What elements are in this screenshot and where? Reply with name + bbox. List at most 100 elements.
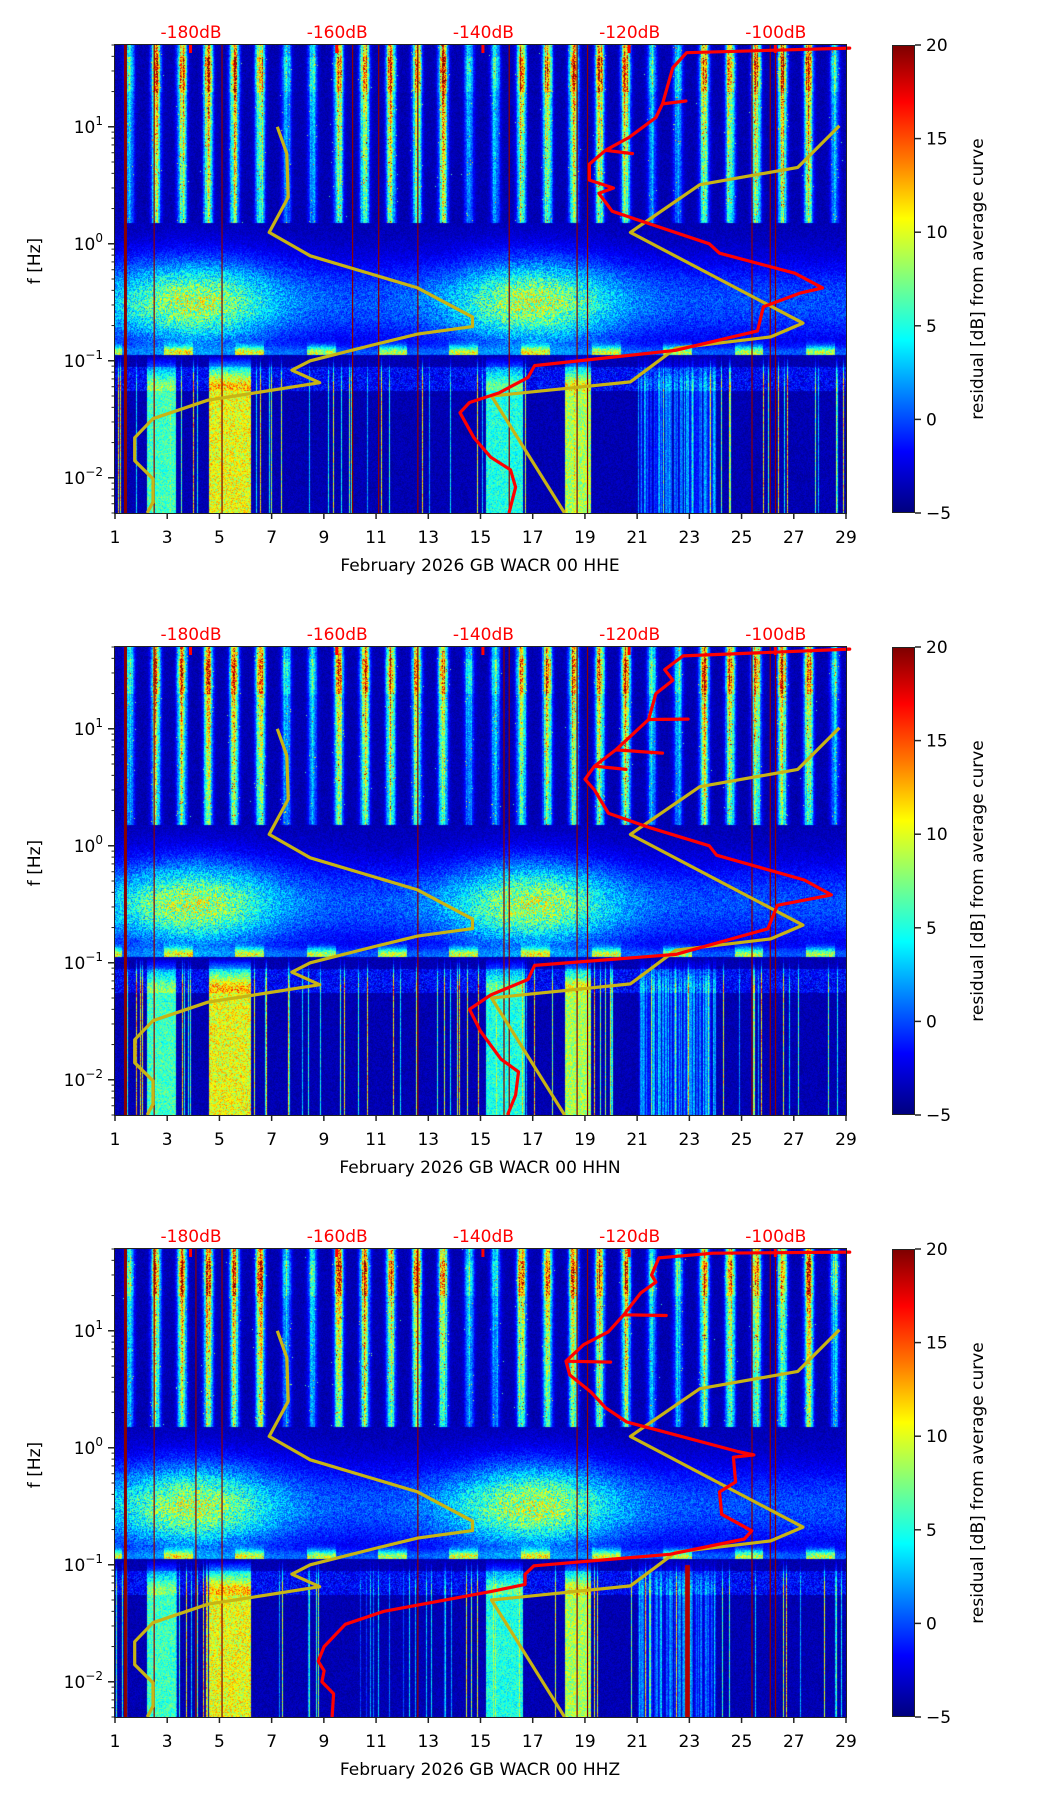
y-tick-label: 101: [74, 716, 103, 740]
db-tick-label: -100dB: [745, 625, 806, 645]
db-tick-mark: [627, 1249, 631, 1257]
axes-ticks: 1 3 5 7 9 11 13 15 17 19 21 23 25 27 2910110010−110−2-…: [64, 625, 951, 1150]
x-tick-label: 17: [522, 528, 544, 548]
y-tick-base: 10: [74, 1439, 96, 1459]
x-tick-label: 7: [266, 1732, 277, 1752]
colorbar-tick-label: 15: [926, 130, 948, 150]
x-axis-label: February 2026 GB WACR 00 HHE: [340, 556, 620, 576]
colorbar-tick-label: 15: [926, 1334, 948, 1354]
colorbar-tick-label: 20: [926, 36, 948, 56]
colorbar-label: residual [dB] from average curve: [968, 740, 988, 1022]
y-tick-base: 10: [74, 1322, 96, 1342]
y-tick-exponent: 1: [95, 1318, 103, 1332]
spectrogram-panel-2: 1 3 5 7 9 11 13 15 17 19 21 23 25 27 29 101 100 10−1 10−2-…: [0, 602, 1052, 1204]
x-tick-label: 15: [470, 1130, 492, 1150]
db-tick-mark: [335, 647, 339, 655]
colorbar-label: residual [dB] from average curve: [968, 1342, 988, 1624]
axes-ticks: 1 3 5 7 9 11 13 15 17 19 21 23 25 27 2910110010−110−2-…: [64, 1227, 951, 1752]
colorbar-tick-label: 0: [926, 1614, 937, 1634]
colorbar-tick-label: −5: [926, 504, 951, 524]
y-tick-base: 10: [74, 837, 96, 857]
x-tick-label: 5: [214, 1732, 225, 1752]
x-tick-label: 27: [783, 1732, 805, 1752]
colorbar-tick-label: 20: [926, 1240, 948, 1260]
y-tick-label: 101: [74, 1318, 103, 1342]
db-tick-label: -100dB: [745, 23, 806, 43]
y-tick-label: 101: [74, 114, 103, 138]
colorbar-tick-label: 15: [926, 732, 948, 752]
x-tick-label: 11: [365, 1130, 387, 1150]
x-axis-label: February 2026 GB WACR 00 HHZ: [339, 1760, 621, 1780]
db-tick-mark: [335, 45, 339, 53]
y-tick-exponent: −1: [85, 950, 103, 964]
x-tick-label: 7: [266, 528, 277, 548]
db-tick-label: -180dB: [161, 1227, 222, 1247]
db-tick-mark: [627, 647, 631, 655]
y-tick-exponent: 1: [95, 716, 103, 730]
x-tick-label: 27: [783, 1130, 805, 1150]
y-tick-exponent: 0: [95, 833, 103, 847]
db-tick-label: -140dB: [453, 1227, 514, 1247]
y-tick-label: 100: [74, 833, 103, 857]
curve-overlay: [123, 1249, 852, 1718]
x-tick-label: 23: [679, 1130, 701, 1150]
average-psd-curve: [316, 1250, 852, 1718]
db-tick-label: -100dB: [745, 1227, 806, 1247]
curve-overlay: [123, 45, 852, 514]
y-tick-base: 10: [74, 720, 96, 740]
x-tick-label: 19: [574, 1732, 596, 1752]
nlnm-curve: [133, 126, 475, 514]
x-tick-label: 7: [266, 1130, 277, 1150]
colorbar: [892, 647, 915, 1115]
y-tick-label: 10−1: [64, 348, 103, 372]
y-tick-base: 10: [64, 352, 86, 372]
x-tick-label: 3: [162, 1732, 173, 1752]
nhnm-curve: [489, 1328, 841, 1718]
y-tick-base: 10: [64, 1071, 86, 1091]
colorbar-tick-label: 20: [926, 638, 948, 658]
nlnm-curve: [133, 1330, 475, 1718]
db-tick-label: -160dB: [307, 23, 368, 43]
colorbar-tick-label: 0: [926, 1012, 937, 1032]
db-tick-label: -120dB: [599, 625, 660, 645]
y-tick-exponent: −2: [85, 1669, 103, 1683]
db-tick-label: -120dB: [599, 1227, 660, 1247]
db-tick-label: -160dB: [307, 1227, 368, 1247]
y-tick-base: 10: [74, 235, 96, 255]
x-tick-label: 23: [679, 1732, 701, 1752]
y-tick-label: 10−2: [64, 1067, 103, 1091]
colorbar-label: residual [dB] from average curve: [968, 138, 988, 420]
y-tick-exponent: −2: [85, 1067, 103, 1081]
x-tick-label: 9: [318, 1130, 329, 1150]
spectrogram-panel-3: 1 3 5 7 9 11 13 15 17 19 21 23 25 27 29 101 100 10−1 10−2-…: [0, 1204, 1052, 1806]
spectrogram-heatmap: [115, 45, 846, 513]
spectrogram-heatmap: [115, 647, 846, 1115]
nlnm-curve: [133, 728, 475, 1116]
colorbar-tick-label: 10: [926, 223, 948, 243]
db-tick-label: -140dB: [453, 625, 514, 645]
x-tick-label: 17: [522, 1732, 544, 1752]
y-tick-exponent: 1: [95, 114, 103, 128]
y-tick-base: 10: [64, 1673, 86, 1693]
spectrogram-plot-area: [115, 647, 852, 1116]
spectrogram-panel-1: 1 3 5 7 9 11 13 15 17 19 21 23 25 27 29 101 100 10−1 10−2-…: [0, 0, 1052, 602]
x-tick-label: 25: [731, 1130, 753, 1150]
colorbar: [892, 1249, 915, 1717]
y-tick-exponent: −2: [85, 465, 103, 479]
y-tick-label: 10−2: [64, 1669, 103, 1693]
db-tick-mark: [335, 1249, 339, 1257]
db-tick-mark: [627, 45, 631, 53]
db-tick-mark: [189, 45, 193, 53]
db-tick-mark: [189, 1249, 193, 1257]
colorbar-tick-label: 5: [926, 919, 937, 939]
x-tick-label: 3: [162, 528, 173, 548]
y-tick-exponent: −1: [85, 1552, 103, 1566]
x-tick-label: 15: [470, 528, 492, 548]
y-tick-exponent: 0: [95, 231, 103, 245]
y-tick-label: 100: [74, 231, 103, 255]
x-tick-label: 17: [522, 1130, 544, 1150]
y-tick-label: 10−1: [64, 1552, 103, 1576]
colorbar-tick-label: 10: [926, 825, 948, 845]
x-tick-label: 29: [835, 1732, 857, 1752]
nhnm-curve: [489, 726, 841, 1116]
